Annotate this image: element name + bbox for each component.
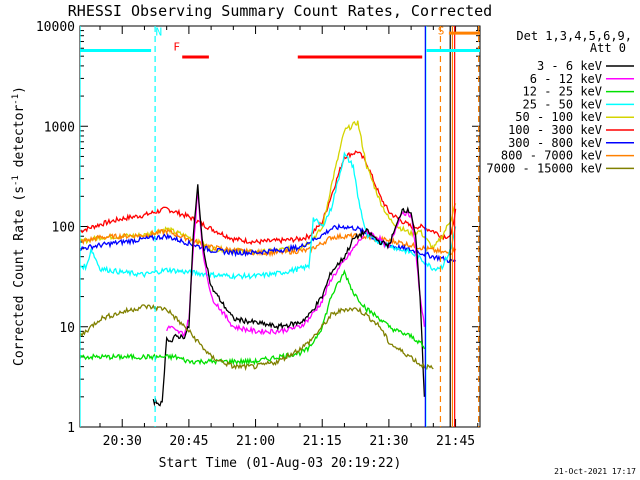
y-axis-label: Corrected Count Rate (s-1 detector-1): [11, 86, 27, 366]
x-tick-label: 20:45: [169, 434, 208, 449]
series-line-25-50-kev: [80, 151, 457, 281]
plot-area: NF S: [80, 25, 480, 427]
x-tick-label: 20:30: [103, 434, 142, 449]
series-line-300-800-kev: [80, 223, 457, 264]
series-line-7000-15000-kev: [80, 304, 434, 372]
footer-date: 21-Oct-2021 17:17: [554, 467, 636, 476]
annotation-label: N: [156, 26, 163, 39]
legend-label: 25 - 50 keV: [523, 97, 602, 111]
x-tick-label: 21:00: [236, 434, 275, 449]
annotation-label: S: [438, 25, 445, 38]
x-axis: 20:30 20:45 21:00 21:15 21:30 21:45: [99, 26, 479, 449]
y-tick-label: 1: [67, 421, 75, 436]
series-line-12-25-kev: [80, 269, 426, 366]
series-line-3-6-kev: [152, 184, 426, 407]
legend-header-line2: Att 0: [590, 41, 626, 55]
y-tick-label: 10000: [36, 20, 75, 35]
y-axis-label-exp1: -1: [11, 175, 21, 186]
legend-label: 12 - 25 keV: [523, 85, 602, 99]
y-axis-label-main: Corrected Count Rate (s: [12, 186, 27, 366]
legend-label: 7000 - 15000 keV: [486, 161, 602, 175]
chart-title: RHESSI Observing Summary Count Rates, Co…: [68, 2, 492, 20]
x-axis-label: Start Time (01-Aug-03 20:19:22): [159, 456, 402, 471]
legend-label: 6 - 12 keV: [530, 72, 602, 86]
y-axis-label-exp2: -1: [11, 94, 21, 105]
legend-label: 3 - 6 keV: [537, 59, 602, 73]
legend-label: 50 - 100 keV: [515, 110, 602, 124]
legend-label: 100 - 300 keV: [508, 123, 602, 137]
x-tick-label: 21:30: [369, 434, 408, 449]
legend-label: 800 - 7000 keV: [501, 149, 602, 163]
series-line-50-100-kev: [80, 120, 457, 256]
series-line-100-300-kev: [80, 150, 457, 246]
legend-header-line1: Det 1,3,4,5,6,9,: [516, 29, 632, 43]
y-tick-label: 100: [52, 221, 75, 236]
legend-label: 300 - 800 keV: [508, 136, 602, 150]
annotation-label: F: [173, 40, 180, 53]
y-tick-label: 1000: [44, 120, 75, 135]
x-tick-label: 21:45: [436, 434, 475, 449]
y-axis-label-close: ): [12, 86, 27, 94]
y-axis-label-mid: detector: [12, 105, 27, 176]
x-tick-label: 21:15: [303, 434, 342, 449]
series-line-6-12-kev: [166, 189, 426, 338]
y-axis: 1 10 100 1000 10000: [36, 20, 480, 436]
y-tick-label: 10: [59, 321, 75, 336]
